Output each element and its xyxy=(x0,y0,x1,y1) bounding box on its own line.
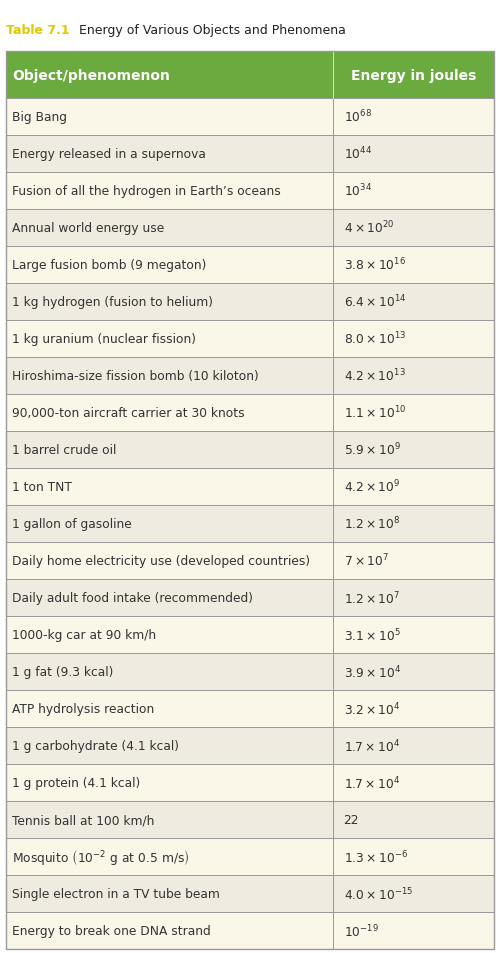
Text: Energy released in a supernova: Energy released in a supernova xyxy=(12,148,206,161)
Bar xyxy=(6,320,332,357)
Bar xyxy=(6,505,332,542)
Text: $1.2\times10^{8}$: $1.2\times10^{8}$ xyxy=(344,516,400,532)
Text: $1.2\times10^{7}$: $1.2\times10^{7}$ xyxy=(344,590,400,606)
Bar xyxy=(6,469,332,505)
Bar xyxy=(332,875,494,912)
Text: $10^{-19}$: $10^{-19}$ xyxy=(344,923,378,939)
Bar xyxy=(332,432,494,469)
Text: $3.2\times10^{4}$: $3.2\times10^{4}$ xyxy=(344,700,400,717)
Bar xyxy=(6,52,494,99)
Bar xyxy=(332,839,494,875)
Bar xyxy=(332,210,494,247)
Text: $1.7\times10^{4}$: $1.7\times10^{4}$ xyxy=(344,738,400,754)
Bar xyxy=(6,395,332,432)
Bar xyxy=(6,135,332,172)
Text: $1.7\times10^{4}$: $1.7\times10^{4}$ xyxy=(344,775,400,791)
Bar xyxy=(6,875,332,912)
Bar xyxy=(332,99,494,135)
Bar xyxy=(332,247,494,284)
Text: Tennis ball at 100 km/h: Tennis ball at 100 km/h xyxy=(12,813,154,826)
Bar xyxy=(6,542,332,579)
Bar xyxy=(6,579,332,617)
Text: 90,000-ton aircraft carrier at 30 knots: 90,000-ton aircraft carrier at 30 knots xyxy=(12,407,244,419)
Text: 1 g carbohydrate (4.1 kcal): 1 g carbohydrate (4.1 kcal) xyxy=(12,740,179,752)
Text: Fusion of all the hydrogen in Earth’s oceans: Fusion of all the hydrogen in Earth’s oc… xyxy=(12,185,281,197)
Bar xyxy=(6,99,332,135)
Text: Large fusion bomb (9 megaton): Large fusion bomb (9 megaton) xyxy=(12,258,206,272)
Text: $3.1\times10^{5}$: $3.1\times10^{5}$ xyxy=(344,626,400,643)
Bar xyxy=(6,839,332,875)
Bar xyxy=(332,617,494,654)
Text: ATP hydrolysis reaction: ATP hydrolysis reaction xyxy=(12,702,154,716)
Bar xyxy=(6,210,332,247)
Text: $4\times10^{20}$: $4\times10^{20}$ xyxy=(344,220,394,236)
Text: 1000-kg car at 90 km/h: 1000-kg car at 90 km/h xyxy=(12,628,156,641)
Bar xyxy=(6,247,332,284)
Bar xyxy=(332,912,494,949)
Text: 1 kg hydrogen (fusion to helium): 1 kg hydrogen (fusion to helium) xyxy=(12,295,213,309)
Bar xyxy=(332,690,494,727)
Text: Mosquito $\left(10^{-2}\ \mathrm{g\ at\ 0.5\ m/s}\right)$: Mosquito $\left(10^{-2}\ \mathrm{g\ at\ … xyxy=(12,847,190,866)
Bar xyxy=(6,357,332,395)
Text: 1 gallon of gasoline: 1 gallon of gasoline xyxy=(12,517,132,531)
Text: 1 g protein (4.1 kcal): 1 g protein (4.1 kcal) xyxy=(12,777,140,789)
Bar xyxy=(6,727,332,764)
Bar xyxy=(332,172,494,210)
Bar xyxy=(332,357,494,395)
Text: Hiroshima-size fission bomb (10 kiloton): Hiroshima-size fission bomb (10 kiloton) xyxy=(12,370,259,382)
Text: Daily home electricity use (developed countries): Daily home electricity use (developed co… xyxy=(12,555,310,567)
Text: Table 7.1: Table 7.1 xyxy=(6,24,70,37)
Text: 22: 22 xyxy=(344,813,359,826)
Bar xyxy=(6,432,332,469)
Bar xyxy=(6,912,332,949)
Bar xyxy=(332,320,494,357)
Text: Big Bang: Big Bang xyxy=(12,111,67,124)
Bar xyxy=(332,284,494,320)
Text: Annual world energy use: Annual world energy use xyxy=(12,222,164,234)
Text: 1 g fat (9.3 kcal): 1 g fat (9.3 kcal) xyxy=(12,665,114,679)
Text: Single electron in a TV tube beam: Single electron in a TV tube beam xyxy=(12,887,220,901)
Text: $7\times10^{7}$: $7\times10^{7}$ xyxy=(344,553,388,569)
Text: $1.1\times10^{10}$: $1.1\times10^{10}$ xyxy=(344,405,406,421)
Bar xyxy=(332,764,494,801)
Bar xyxy=(332,579,494,617)
Text: $8.0\times10^{13}$: $8.0\times10^{13}$ xyxy=(344,331,406,347)
Bar xyxy=(6,284,332,320)
Bar xyxy=(332,727,494,764)
Text: $3.8\times10^{16}$: $3.8\times10^{16}$ xyxy=(344,256,406,274)
Text: $3.9\times10^{4}$: $3.9\times10^{4}$ xyxy=(344,663,400,680)
Bar xyxy=(6,617,332,654)
Text: $6.4\times10^{14}$: $6.4\times10^{14}$ xyxy=(344,294,406,311)
Bar xyxy=(332,505,494,542)
Bar xyxy=(332,801,494,839)
Bar xyxy=(6,764,332,801)
Text: $4.0\times10^{-15}$: $4.0\times10^{-15}$ xyxy=(344,885,413,902)
Bar xyxy=(6,172,332,210)
Text: $10^{44}$: $10^{44}$ xyxy=(344,146,371,162)
Text: Daily adult food intake (recommended): Daily adult food intake (recommended) xyxy=(12,592,253,604)
Text: Energy in joules: Energy in joules xyxy=(350,69,476,83)
Text: Energy of Various Objects and Phenomena: Energy of Various Objects and Phenomena xyxy=(75,24,346,37)
Text: $4.2\times10^{9}$: $4.2\times10^{9}$ xyxy=(344,478,400,496)
Text: $4.2\times10^{13}$: $4.2\times10^{13}$ xyxy=(344,368,405,384)
Bar xyxy=(332,395,494,432)
Text: Energy to break one DNA strand: Energy to break one DNA strand xyxy=(12,924,211,937)
Text: $5.9\times10^{9}$: $5.9\times10^{9}$ xyxy=(344,441,400,458)
Bar xyxy=(332,135,494,172)
Text: 1 ton TNT: 1 ton TNT xyxy=(12,480,72,494)
Text: $10^{34}$: $10^{34}$ xyxy=(344,183,371,199)
Bar xyxy=(332,654,494,690)
Bar xyxy=(6,801,332,839)
Bar xyxy=(332,469,494,505)
Bar xyxy=(6,690,332,727)
Text: Object/phenomenon: Object/phenomenon xyxy=(12,69,170,83)
Text: $1.3\times10^{-6}$: $1.3\times10^{-6}$ xyxy=(344,848,408,865)
Bar xyxy=(6,654,332,690)
Text: 1 barrel crude oil: 1 barrel crude oil xyxy=(12,443,117,456)
Text: 1 kg uranium (nuclear fission): 1 kg uranium (nuclear fission) xyxy=(12,333,196,346)
Bar xyxy=(332,542,494,579)
Text: $10^{68}$: $10^{68}$ xyxy=(344,109,371,126)
